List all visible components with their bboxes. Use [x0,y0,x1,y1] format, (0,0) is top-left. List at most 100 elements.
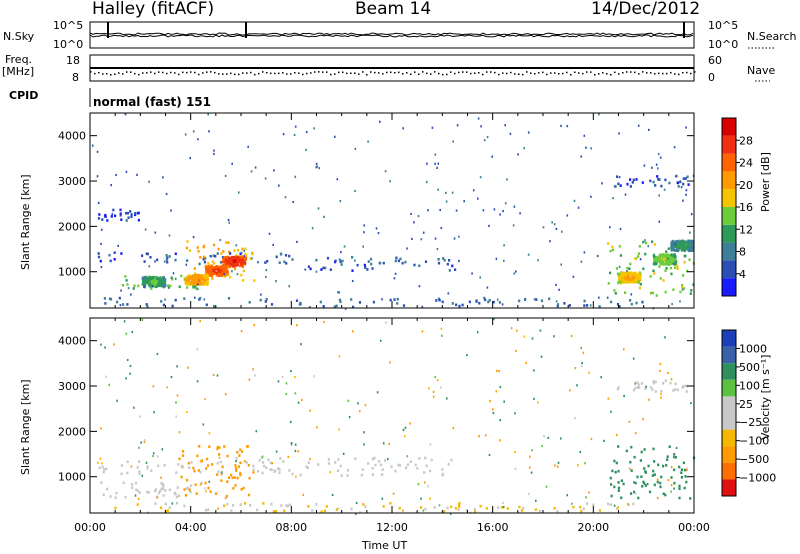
velocity-scatter-cell [466,354,468,357]
velocity-cell [180,475,183,479]
power-scatter-cell [456,124,459,127]
velocity-cell [249,504,252,507]
power-scatter-cell [493,208,496,211]
velocity-cell [609,503,612,506]
power-core-cell [205,270,209,274]
velocity-cell [130,483,134,486]
velocity-scatter-cell [645,385,647,388]
power-scatter-cell [162,176,164,179]
velocity-cell [443,510,446,513]
power-scatter-cell [685,193,687,196]
velocity-cell [154,488,157,491]
power-core-cell [656,256,659,259]
power-core-cell [637,272,640,276]
power-scatter-cell [580,155,582,158]
velocity-cell [114,496,117,499]
power-scatter-cell [351,279,354,283]
power-scatter-cell [124,113,127,116]
power-cell [199,296,202,300]
nave-dot [286,73,288,75]
power-core-cell [184,276,188,279]
velocity-cell [230,473,233,477]
power-core-cell [234,259,237,262]
velocity-scatter-cell [656,497,659,500]
power-core-cell [200,274,203,277]
power-cell [130,213,133,216]
velocity-scatter-cell [125,332,128,335]
velocity-scatter-cell [129,364,132,368]
power-core-cell [220,271,223,274]
power-core-cell [226,271,229,274]
power-scatter-cell [596,254,599,258]
power-cell [649,291,653,295]
velocity-cell [237,465,241,468]
power-cell [171,277,174,281]
power-cell [213,262,216,265]
velocity-cell [639,459,642,462]
power-scatter-cell [323,215,325,218]
velocity-cell [283,509,286,513]
velocity-scatter-cell [660,392,662,396]
power-scatter-cell [381,298,383,301]
velocity-cell [617,486,621,490]
power-scatter-cell [513,205,516,208]
power-scatter-cell [502,210,504,213]
power-core-cell [687,244,691,247]
power-core-cell [625,277,628,281]
velocity-cell [252,464,255,468]
power-scatter-cell [213,152,215,156]
velocity-cell [122,481,125,485]
velocity-cell [161,482,164,486]
velocity-cell [371,457,374,461]
velocity-cell [315,502,318,506]
power-cell [399,257,402,261]
power-cell [137,211,140,215]
power-cell [448,259,451,262]
nave-dot [170,71,172,74]
velocity-cell [446,506,449,510]
velocity-cell [159,489,162,493]
power-cell [339,260,342,264]
power-cell [583,304,586,307]
power-cell [202,257,205,261]
velocity-scatter-cell [224,393,227,396]
power-core-cell [631,275,634,278]
power-scatter-cell [619,227,622,231]
velocity-scatter-cell [623,394,625,398]
power-core-cell [639,278,642,282]
velocity-cell [390,465,393,468]
velocity-scatter-cell [205,490,207,493]
velocity-cell [216,461,219,465]
velocity-cell [585,502,589,505]
velocity-scatter-cell [659,362,662,366]
velocity-cell [364,505,367,509]
power-cell [617,182,620,186]
power-core-cell [161,282,164,286]
power-cell [212,254,215,257]
velocity-scatter-cell [540,355,543,358]
velocity-colorbar-swatch [722,363,736,380]
power-core-cell [229,259,232,262]
velocity-cell [306,466,309,470]
power-cell [118,296,121,300]
power-scatter-cell [496,298,499,301]
power-cell [194,285,197,288]
velocity-cell [666,458,669,461]
power-core-cell [239,260,242,264]
velocity-cell [620,479,623,482]
velocity-cell [397,463,400,467]
velocity-scatter-cell [574,367,577,370]
velocity-scatter-cell [359,511,361,514]
velocity-scatter-cell [152,385,155,388]
power-cell [174,258,177,262]
cpid-value: normal (fast) 151 [93,95,211,109]
power-cell [367,260,370,263]
velocity-scatter-cell [488,453,491,457]
power-cell [396,297,399,301]
velocity-scatter-cell [628,420,631,423]
velocity-cell [652,447,655,451]
velocity-scatter-cell [323,320,325,323]
power-cell [458,304,461,308]
power-core-cell [663,257,666,261]
velocity-cell [651,388,654,391]
